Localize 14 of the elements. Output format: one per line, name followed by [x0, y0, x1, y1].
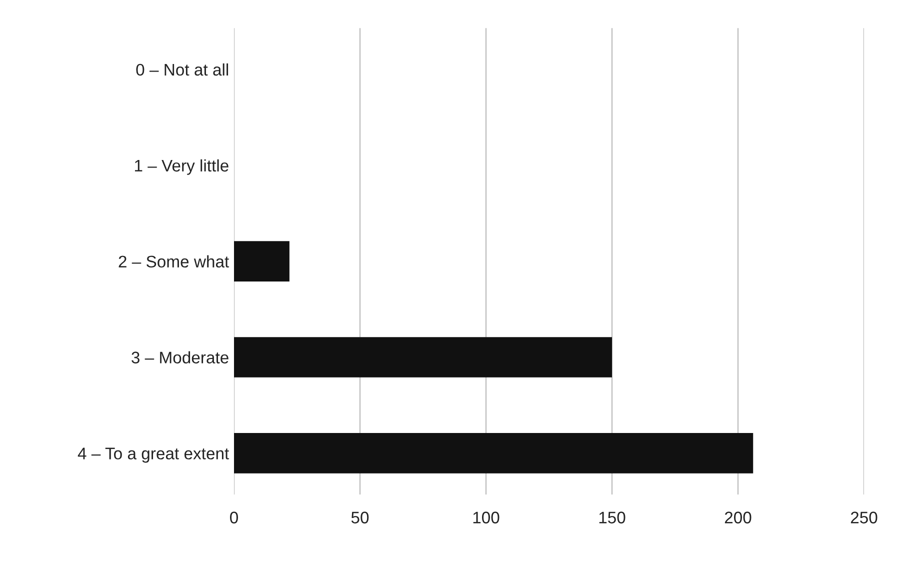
y-tick-label: 0 – Not at all [136, 63, 228, 76]
x-tick-label: 150 [599, 512, 626, 524]
y-tick-label: 1 – Very little [134, 159, 228, 175]
y-tick-label: 4 – To a great extent [78, 448, 230, 463]
y-tick-label: 3 – Moderate [132, 351, 228, 364]
x-tick-label: 0 [230, 512, 238, 524]
x-tick-label: 200 [724, 512, 752, 524]
bar [234, 241, 290, 282]
y-tick-label: 2 – Some what [118, 255, 230, 268]
x-tick-label: 100 [473, 512, 500, 524]
x-tick-label: 50 [351, 512, 369, 524]
bar [234, 337, 612, 378]
x-tick-label: 250 [850, 512, 878, 524]
bar [234, 433, 754, 474]
